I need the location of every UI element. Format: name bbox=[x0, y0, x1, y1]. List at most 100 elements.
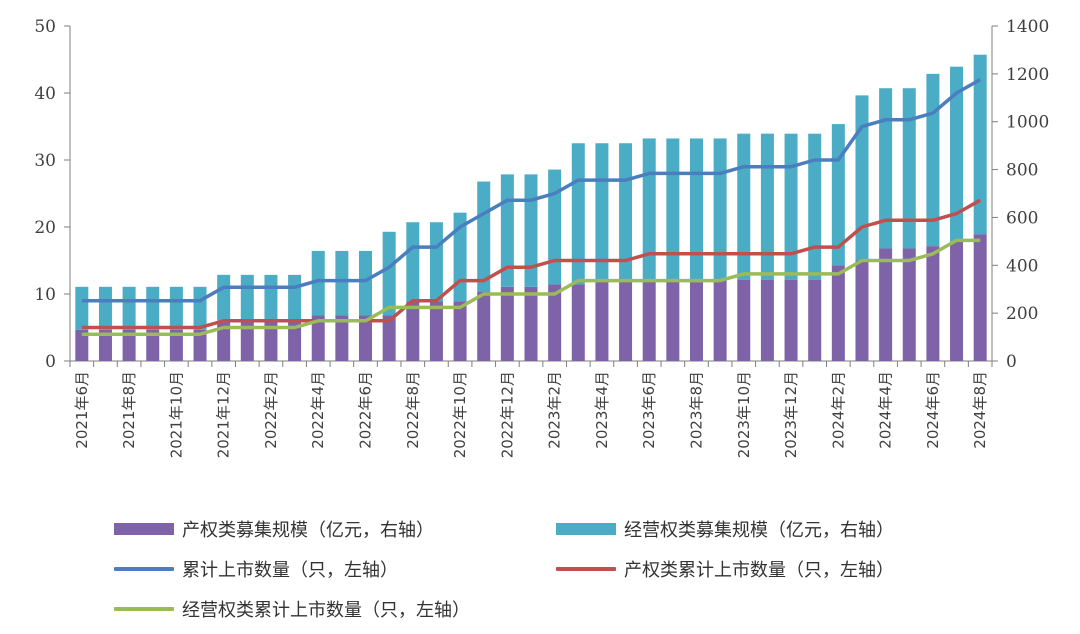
bar-equity-raise bbox=[288, 320, 302, 361]
right-axis-tick-label: 600 bbox=[1006, 208, 1038, 228]
bar-operating-raise bbox=[264, 274, 278, 321]
left-axis-tick-label: 10 bbox=[34, 285, 56, 305]
x-axis-tick-label: 2022年4月 bbox=[309, 371, 327, 449]
bar-equity-raise bbox=[500, 286, 514, 361]
bar-equity-raise bbox=[831, 265, 845, 361]
bar-operating-raise bbox=[784, 133, 798, 280]
bar-operating-raise bbox=[808, 133, 822, 280]
x-axis-tick-label: 2022年8月 bbox=[404, 371, 422, 449]
bar-equity-raise bbox=[879, 248, 893, 361]
right-axis-tick-label: 1200 bbox=[1006, 65, 1049, 85]
x-axis-tick-label: 2022年10月 bbox=[451, 371, 469, 458]
bar-operating-raise bbox=[713, 138, 727, 280]
x-axis-tick-label: 2022年2月 bbox=[262, 371, 280, 449]
x-axis-tick-label: 2021年6月 bbox=[73, 371, 91, 449]
bar-equity-raise bbox=[713, 279, 727, 361]
bar-operating-raise bbox=[406, 222, 420, 302]
bar-operating-raise bbox=[169, 286, 183, 330]
x-axis-tick-label: 2023年12月 bbox=[782, 371, 800, 458]
bar-equity-raise bbox=[406, 301, 420, 361]
bar-operating-raise bbox=[926, 73, 940, 247]
bar-operating-raise bbox=[548, 169, 562, 285]
bar-equity-raise bbox=[902, 248, 916, 361]
bar-equity-raise bbox=[784, 279, 798, 361]
bar-equity-raise bbox=[382, 315, 396, 361]
bar-equity-raise bbox=[855, 260, 869, 361]
bar-operating-raise bbox=[335, 250, 349, 316]
bar-operating-raise bbox=[737, 133, 751, 280]
bar-operating-raise bbox=[122, 286, 136, 330]
bar-equity-raise bbox=[429, 301, 443, 361]
bar-equity-raise bbox=[335, 315, 349, 361]
bar-equity-raise bbox=[193, 329, 207, 361]
right-axis-tick-label: 800 bbox=[1006, 161, 1038, 181]
bar-equity-raise bbox=[169, 329, 183, 361]
bar-equity-raise bbox=[217, 320, 231, 361]
x-axis-tick-label: 2024年4月 bbox=[877, 371, 895, 449]
bar-equity-raise bbox=[666, 279, 680, 361]
x-axis-tick-label: 2024年6月 bbox=[924, 371, 942, 449]
left-axis-tick-label: 20 bbox=[34, 218, 56, 238]
line-series bbox=[81, 78, 982, 336]
bar-operating-raise bbox=[146, 286, 160, 330]
bar-operating-raise bbox=[950, 66, 964, 242]
bar-series bbox=[75, 54, 987, 361]
bar-equity-raise bbox=[453, 301, 467, 361]
bar-equity-raise bbox=[950, 241, 964, 361]
axis-ticks: 0 10 20 30 40 50 0 200 400 600 800 1000 1200 1400 2021… bbox=[34, 17, 1049, 458]
bar-equity-raise bbox=[524, 286, 538, 361]
x-axis-tick-label: 2023年10月 bbox=[735, 371, 753, 458]
bar-equity-raise bbox=[595, 282, 609, 361]
x-axis-tick-label: 2021年12月 bbox=[215, 371, 233, 458]
left-axis-tick-label: 30 bbox=[34, 151, 56, 171]
bar-equity-raise bbox=[571, 284, 585, 361]
bar-equity-raise bbox=[642, 279, 656, 361]
bar-equity-raise bbox=[808, 279, 822, 361]
bar-equity-raise bbox=[973, 234, 987, 361]
left-axis-tick-label: 0 bbox=[45, 352, 56, 372]
bar-equity-raise bbox=[760, 279, 774, 361]
x-axis-tick-label: 2022年6月 bbox=[357, 371, 375, 449]
bar-equity-raise bbox=[359, 315, 373, 361]
bar-operating-raise bbox=[98, 286, 112, 330]
right-axis-tick-label: 0 bbox=[1006, 352, 1017, 372]
bar-equity-raise bbox=[689, 279, 703, 361]
right-axis-tick-label: 1000 bbox=[1006, 113, 1049, 133]
bar-equity-raise bbox=[264, 320, 278, 361]
bar-operating-raise bbox=[524, 174, 538, 287]
x-axis-tick-label: 2021年10月 bbox=[167, 371, 185, 458]
bar-operating-raise bbox=[760, 133, 774, 280]
line-equity-count bbox=[81, 198, 982, 330]
bar-operating-raise bbox=[902, 88, 916, 249]
x-axis-tick-label: 2022年12月 bbox=[498, 371, 516, 458]
right-axis-tick-label: 200 bbox=[1006, 304, 1038, 324]
bar-operating-raise bbox=[311, 250, 325, 316]
line-total-count bbox=[81, 78, 982, 303]
bar-operating-raise bbox=[288, 274, 302, 321]
bar-operating-raise bbox=[382, 231, 396, 316]
bar-operating-raise bbox=[855, 95, 869, 261]
bar-equity-raise bbox=[240, 320, 254, 361]
left-axis-tick-label: 50 bbox=[34, 17, 56, 37]
bar-equity-raise bbox=[146, 329, 160, 361]
bar-operating-raise bbox=[666, 138, 680, 280]
bar-operating-raise bbox=[689, 138, 703, 280]
bar-operating-raise bbox=[642, 138, 656, 280]
bar-operating-raise bbox=[879, 88, 893, 249]
bar-operating-raise bbox=[571, 143, 585, 285]
x-axis-tick-label: 2023年8月 bbox=[687, 371, 705, 449]
bar-operating-raise bbox=[193, 286, 207, 330]
bar-operating-raise bbox=[75, 286, 89, 330]
line-operating-count bbox=[81, 238, 981, 336]
bar-equity-raise bbox=[98, 329, 112, 361]
bar-equity-raise bbox=[122, 329, 136, 361]
right-axis-tick-label: 400 bbox=[1006, 256, 1038, 276]
x-axis-tick-label: 2021年8月 bbox=[120, 371, 138, 449]
x-axis-tick-label: 2023年2月 bbox=[546, 371, 564, 449]
bar-equity-raise bbox=[477, 291, 491, 361]
bar-equity-raise bbox=[75, 329, 89, 361]
bar-operating-raise bbox=[240, 274, 254, 321]
x-axis-tick-label: 2024年2月 bbox=[829, 371, 847, 449]
right-axis-tick-label: 1400 bbox=[1006, 17, 1049, 37]
bar-equity-raise bbox=[619, 282, 633, 361]
